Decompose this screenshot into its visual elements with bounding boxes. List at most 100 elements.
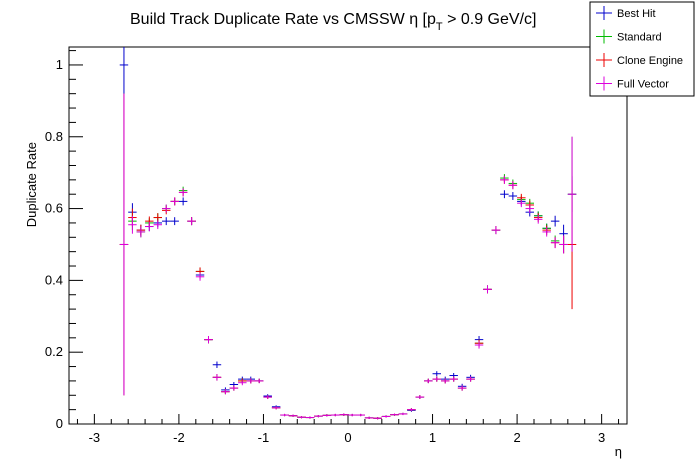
data-point — [517, 199, 526, 208]
data-point — [449, 376, 458, 382]
x-tick-label: 2 — [513, 430, 520, 445]
data-point — [364, 416, 374, 419]
series-best-hit — [119, 47, 577, 420]
data-point — [559, 235, 568, 254]
y-tick-label: 0 — [56, 416, 63, 431]
legend-entry-standard: Standard — [596, 29, 662, 44]
chart-title: Build Track Duplicate Rate vs CMSSW η [p… — [130, 11, 536, 33]
legend-box — [589, 1, 695, 97]
data-point — [339, 413, 348, 416]
data-point — [204, 336, 213, 344]
legend-entry-clone-engine: Clone Engine — [596, 53, 683, 67]
data-point — [314, 415, 323, 418]
data-point — [550, 237, 560, 249]
data-point — [288, 414, 298, 417]
data-point — [398, 412, 408, 416]
data-point — [483, 285, 492, 294]
x-tick-label: 1 — [429, 430, 436, 445]
data-point — [348, 413, 357, 417]
y-tick-label: 0.2 — [45, 344, 63, 359]
data-point — [542, 227, 551, 237]
data-point — [331, 413, 340, 417]
data-point — [238, 380, 247, 386]
data-point — [297, 416, 306, 419]
legend-label: Standard — [617, 32, 662, 44]
data-point — [474, 341, 484, 349]
x-tick-label: 3 — [598, 430, 605, 445]
data-point — [195, 272, 205, 281]
data-point — [491, 226, 501, 235]
legend-label: Full Vector — [617, 79, 669, 91]
legend-entry-full-vector: Full Vector — [596, 76, 669, 91]
data-point — [212, 374, 222, 381]
data-point — [390, 413, 399, 416]
y-tick-label: 0.4 — [45, 272, 63, 287]
data-point — [550, 215, 560, 227]
data-point — [373, 417, 382, 420]
data-point — [500, 175, 509, 184]
data-point — [255, 378, 264, 384]
data-point — [381, 415, 391, 418]
y-tick-label: 1 — [56, 57, 63, 72]
data-point — [415, 395, 425, 399]
data-point — [187, 217, 196, 226]
data-point — [305, 416, 315, 419]
series-full-vector — [119, 93, 577, 420]
x-tick-label: -1 — [258, 430, 270, 445]
x-tick-label: 0 — [344, 430, 351, 445]
data-point — [567, 136, 577, 252]
chart-title-subscript: T — [436, 21, 443, 33]
data-point — [153, 220, 162, 230]
y-axis-label: Duplicate Rate — [24, 142, 39, 227]
plot-frame — [68, 46, 628, 425]
data-point — [128, 215, 137, 234]
data-point — [424, 378, 433, 384]
data-point — [500, 190, 509, 199]
y-tick-label: 0.6 — [45, 201, 63, 216]
data-point — [221, 389, 230, 395]
x-axis: -3 -2 -1 0 1 2 3 — [76, 414, 620, 445]
y-axis: 0 0.2 0.4 0.6 0.8 1 — [45, 50, 83, 431]
y-tick-label: 0.8 — [45, 129, 63, 144]
x-tick-label: -3 — [89, 430, 101, 445]
data-point — [271, 406, 281, 410]
data-point — [178, 197, 188, 206]
data-point — [162, 217, 171, 226]
legend-entry-best-hit: Best Hit — [596, 6, 656, 20]
data-point — [534, 215, 543, 224]
data-point — [466, 376, 475, 382]
data-point — [432, 371, 441, 377]
data-point — [170, 217, 179, 226]
data-point — [170, 197, 179, 206]
data-point — [356, 413, 365, 417]
x-tick-label: -2 — [173, 430, 185, 445]
data-point — [280, 413, 289, 417]
legend: Best Hit Standard Clone Engine Full Vector — [589, 1, 695, 97]
series-standard — [119, 93, 577, 420]
x-axis-label: η — [615, 444, 622, 459]
data-point — [136, 226, 146, 238]
data-point — [508, 181, 518, 190]
data-point — [432, 376, 441, 382]
legend-label: Clone Engine — [617, 55, 683, 67]
data-point — [162, 204, 171, 213]
data-point — [212, 361, 222, 368]
data-point — [263, 395, 272, 399]
data-point — [119, 47, 129, 94]
data-point — [407, 408, 416, 412]
data-point — [508, 192, 518, 200]
chart-title-main: Build Track Duplicate Rate vs CMSSW η [p — [130, 11, 436, 28]
data-point — [119, 93, 129, 396]
data-point — [457, 385, 467, 391]
data-point — [178, 188, 188, 197]
legend-label: Best Hit — [617, 8, 656, 20]
data-point — [246, 378, 255, 384]
data-point — [441, 378, 450, 384]
series-clone-engine — [119, 93, 577, 420]
data-point — [145, 221, 154, 232]
data-point — [229, 385, 239, 391]
data-point — [322, 414, 332, 417]
data-point — [525, 204, 534, 213]
chart-title-tail: > 0.9 GeV/c] — [443, 11, 537, 28]
